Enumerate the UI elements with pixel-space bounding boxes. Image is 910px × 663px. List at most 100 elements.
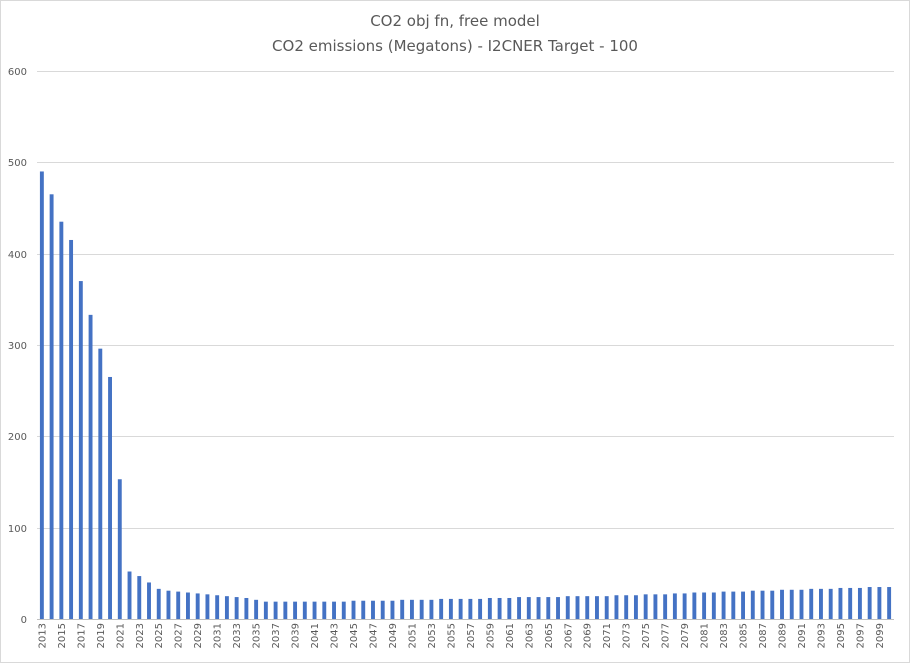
bar-2082 xyxy=(711,592,716,619)
x-tick-label: 2057 xyxy=(466,623,477,648)
bar-2054 xyxy=(439,598,444,619)
bar-2067 xyxy=(565,596,570,619)
bar-2019 xyxy=(98,348,103,619)
bar-2032 xyxy=(224,596,229,619)
x-tick-label: 2051 xyxy=(407,623,418,648)
bar-2091 xyxy=(799,589,804,619)
y-tick-label: 300 xyxy=(8,341,27,352)
bar-2047 xyxy=(371,600,375,619)
x-tick-label: 2019 xyxy=(96,623,107,648)
bar-2033 xyxy=(234,597,239,619)
bar-2099 xyxy=(877,587,882,619)
bar-2096 xyxy=(848,587,853,619)
bar-2081 xyxy=(702,592,707,619)
bar-2035 xyxy=(254,599,259,619)
x-tick-label: 2031 xyxy=(213,623,224,648)
bar-2021 xyxy=(117,479,122,619)
bar-2020 xyxy=(108,376,112,619)
bar-2022 xyxy=(127,571,132,619)
bar-2036 xyxy=(263,601,268,619)
bar-2023 xyxy=(137,576,142,619)
bar-2016 xyxy=(69,239,74,619)
bar-2071 xyxy=(604,596,609,619)
x-tick-label: 2065 xyxy=(544,623,555,648)
x-tick-label: 2063 xyxy=(524,623,535,648)
x-tick-label: 2029 xyxy=(193,623,204,648)
bar-2030 xyxy=(205,594,210,619)
bar-2069 xyxy=(585,596,590,619)
bar-2068 xyxy=(575,596,580,619)
bar-2072 xyxy=(614,595,619,619)
chart-subtitle: CO2 emissions (Megatons) - I2CNER Target… xyxy=(272,37,638,55)
x-tick-label: 2089 xyxy=(778,623,789,648)
x-tick-label: 2043 xyxy=(330,623,341,648)
bar-2041 xyxy=(312,601,317,619)
bar-2089 xyxy=(780,589,784,619)
bar-2044 xyxy=(341,601,346,619)
bar-2083 xyxy=(721,591,726,619)
bar-2095 xyxy=(838,587,843,619)
bar-2065 xyxy=(546,597,551,619)
y-tick-label: 500 xyxy=(8,158,27,169)
bar-2093 xyxy=(819,588,823,619)
bar-2029 xyxy=(195,593,200,619)
bar-2043 xyxy=(332,601,336,619)
bar-2040 xyxy=(302,601,307,619)
bar-2013 xyxy=(39,171,44,619)
bar-2017 xyxy=(78,281,83,619)
x-tick-label: 2047 xyxy=(368,623,379,648)
chart-title: CO2 obj fn, free model xyxy=(370,12,540,30)
bar-2092 xyxy=(809,588,814,619)
bar-2039 xyxy=(293,601,298,619)
x-tick-label: 2013 xyxy=(37,623,48,648)
bar-2090 xyxy=(789,589,794,619)
x-tick-label: 2067 xyxy=(563,623,574,648)
x-tick-label: 2069 xyxy=(583,623,594,648)
x-tick-label: 2073 xyxy=(622,623,633,648)
x-tick-label: 2023 xyxy=(135,623,146,648)
x-axis-tick-labels: 2013 2015 2017 2019 2021 2023 2025 2027 2029 2031… xyxy=(37,623,886,648)
x-tick-label: 2097 xyxy=(855,623,866,648)
bar-2015 xyxy=(59,221,64,619)
x-tick-label: 2079 xyxy=(680,623,691,648)
bar-2063 xyxy=(526,597,531,619)
y-tick-label: 400 xyxy=(8,250,27,261)
x-tick-label: 2053 xyxy=(427,623,438,648)
x-tick-label: 2077 xyxy=(661,623,672,648)
bars xyxy=(39,171,892,620)
x-tick-label: 2059 xyxy=(485,623,496,648)
x-tick-label: 2045 xyxy=(349,623,360,648)
bar-2088 xyxy=(770,590,775,619)
x-tick-label: 2093 xyxy=(816,623,827,648)
y-axis-tick-labels: 0 100 200 300 400 500 600 xyxy=(8,67,27,626)
x-tick-label: 2025 xyxy=(154,623,165,648)
x-tick-label: 2071 xyxy=(602,623,613,648)
bar-2057 xyxy=(468,598,473,619)
bar-2055 xyxy=(448,598,453,619)
bar-2037 xyxy=(273,601,278,619)
bar-2049 xyxy=(390,600,395,619)
bar-2080 xyxy=(692,592,697,619)
bar-2085 xyxy=(741,591,745,619)
bar-2046 xyxy=(361,600,366,619)
bar-2060 xyxy=(497,597,502,619)
bar-2070 xyxy=(595,596,599,619)
x-tick-label: 2087 xyxy=(758,623,769,648)
bar-2061 xyxy=(507,597,512,619)
bar-2064 xyxy=(536,597,541,619)
x-tick-label: 2021 xyxy=(115,623,126,648)
bar-2026 xyxy=(166,590,171,619)
bar-2059 xyxy=(487,597,492,619)
x-tick-label: 2049 xyxy=(388,623,399,648)
bar-2048 xyxy=(380,600,385,619)
bar-2073 xyxy=(624,595,629,619)
x-tick-label: 2095 xyxy=(836,623,847,648)
bar-2087 xyxy=(760,590,765,619)
bar-2034 xyxy=(244,597,249,619)
x-tick-label: 2027 xyxy=(174,623,185,648)
x-tick-label: 2017 xyxy=(76,623,87,648)
x-tick-label: 2015 xyxy=(57,623,68,648)
bar-2078 xyxy=(672,593,677,619)
